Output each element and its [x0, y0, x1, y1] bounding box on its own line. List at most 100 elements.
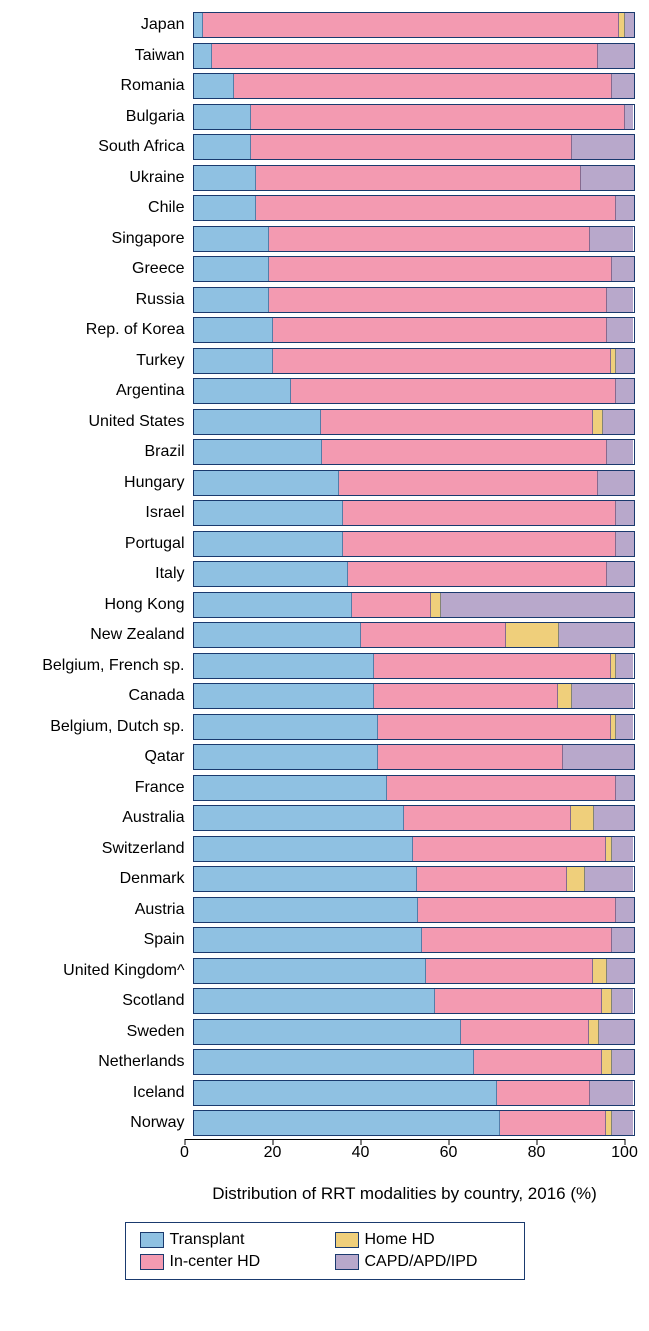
- chart-row: Qatar: [15, 742, 635, 773]
- bar-segment-home_hd: [558, 684, 572, 708]
- legend-label: Transplant: [170, 1231, 245, 1249]
- stacked-bar: [193, 836, 635, 862]
- stacked-bar: [193, 409, 635, 435]
- chart-row: Greece: [15, 254, 635, 285]
- country-label: Brazil: [15, 443, 193, 461]
- country-label: United States: [15, 413, 193, 431]
- country-label: Chile: [15, 199, 193, 217]
- chart-row: Australia: [15, 803, 635, 834]
- stacked-bar: [193, 12, 635, 38]
- stacked-bar: [193, 592, 635, 618]
- chart-row: Russia: [15, 285, 635, 316]
- chart-row: Sweden: [15, 1017, 635, 1048]
- bar-segment-in_center_hd: [343, 532, 616, 556]
- stacked-bar: [193, 653, 635, 679]
- bar-segment-transplant: [194, 989, 435, 1013]
- stacked-bar: [193, 988, 635, 1014]
- bar-segment-transplant: [194, 196, 256, 220]
- chart-row: Taiwan: [15, 41, 635, 72]
- bar-segment-transplant: [194, 623, 361, 647]
- bar-segment-capd: [563, 745, 633, 769]
- chart-row: Rep. of Korea: [15, 315, 635, 346]
- bar-segment-capd: [607, 562, 633, 586]
- bar-segment-transplant: [194, 867, 418, 891]
- bar-segment-capd: [559, 623, 633, 647]
- bar-segment-in_center_hd: [413, 837, 606, 861]
- country-label: Switzerland: [15, 840, 193, 858]
- bar-segment-capd: [598, 44, 633, 68]
- stacked-bar: [193, 348, 635, 374]
- bar-segment-home_hd: [593, 959, 607, 983]
- country-label: Belgium, French sp.: [15, 657, 193, 675]
- bar-segment-home_hd: [567, 867, 585, 891]
- bar-segment-transplant: [194, 105, 252, 129]
- stacked-bar: [193, 683, 635, 709]
- bar-segment-in_center_hd: [234, 74, 612, 98]
- bar-segment-capd: [603, 410, 634, 434]
- country-label: Russia: [15, 291, 193, 309]
- bar-segment-transplant: [194, 593, 352, 617]
- bar-segment-capd: [612, 1111, 634, 1135]
- stacked-bar: [193, 622, 635, 648]
- bars-container: JapanTaiwanRomaniaBulgariaSouth AfricaUk…: [15, 10, 635, 1139]
- bar-segment-in_center_hd: [497, 1081, 590, 1105]
- chart-row: Portugal: [15, 529, 635, 560]
- bar-segment-capd: [625, 105, 634, 129]
- bar-segment-in_center_hd: [474, 1050, 602, 1074]
- stacked-bar: [193, 165, 635, 191]
- stacked-bar: [193, 866, 635, 892]
- legend-item-home_hd: Home HD: [335, 1231, 510, 1249]
- bar-segment-home_hd: [602, 989, 612, 1013]
- bar-segment-capd: [616, 898, 634, 922]
- chart-row: New Zealand: [15, 620, 635, 651]
- bar-segment-capd: [607, 959, 633, 983]
- bar-segment-transplant: [194, 440, 322, 464]
- bar-segment-in_center_hd: [374, 654, 611, 678]
- chart-row: France: [15, 773, 635, 804]
- country-label: Rep. of Korea: [15, 321, 193, 339]
- legend-label: In-center HD: [170, 1253, 261, 1271]
- country-label: Qatar: [15, 748, 193, 766]
- stacked-bar: [193, 256, 635, 282]
- bar-segment-in_center_hd: [404, 806, 571, 830]
- bar-segment-capd: [616, 532, 634, 556]
- country-label: Iceland: [15, 1084, 193, 1102]
- country-label: South Africa: [15, 138, 193, 156]
- country-label: Ukraine: [15, 169, 193, 187]
- bar-segment-transplant: [194, 562, 348, 586]
- stacked-bar: [193, 1110, 635, 1136]
- chart-row: South Africa: [15, 132, 635, 163]
- bar-segment-transplant: [194, 349, 274, 373]
- country-label: Argentina: [15, 382, 193, 400]
- bar-segment-transplant: [194, 776, 388, 800]
- bar-segment-transplant: [194, 959, 427, 983]
- chart-row: Romania: [15, 71, 635, 102]
- bar-segment-in_center_hd: [387, 776, 616, 800]
- chart-row: Singapore: [15, 224, 635, 255]
- bar-segment-transplant: [194, 745, 379, 769]
- stacked-bar: [193, 287, 635, 313]
- bar-segment-capd: [616, 776, 634, 800]
- xtick-label: 60: [440, 1144, 458, 1162]
- bar-segment-home_hd: [589, 1020, 599, 1044]
- country-label: Israel: [15, 504, 193, 522]
- legend: TransplantHome HDIn-center HDCAPD/APD/IP…: [125, 1222, 525, 1280]
- bar-segment-in_center_hd: [348, 562, 607, 586]
- bar-segment-in_center_hd: [212, 44, 598, 68]
- chart-row: Chile: [15, 193, 635, 224]
- bar-segment-in_center_hd: [435, 989, 602, 1013]
- country-label: Taiwan: [15, 47, 193, 65]
- bar-segment-transplant: [194, 74, 234, 98]
- country-label: Portugal: [15, 535, 193, 553]
- chart-row: Belgium, French sp.: [15, 651, 635, 682]
- bar-segment-capd: [441, 593, 633, 617]
- bar-segment-capd: [607, 440, 633, 464]
- bar-segment-transplant: [194, 318, 274, 342]
- stacked-bar: [193, 226, 635, 252]
- bar-segment-in_center_hd: [352, 593, 432, 617]
- bar-segment-transplant: [194, 379, 291, 403]
- chart-row: Brazil: [15, 437, 635, 468]
- chart-row: United Kingdom^: [15, 956, 635, 987]
- chart-row: Canada: [15, 681, 635, 712]
- country-label: Italy: [15, 565, 193, 583]
